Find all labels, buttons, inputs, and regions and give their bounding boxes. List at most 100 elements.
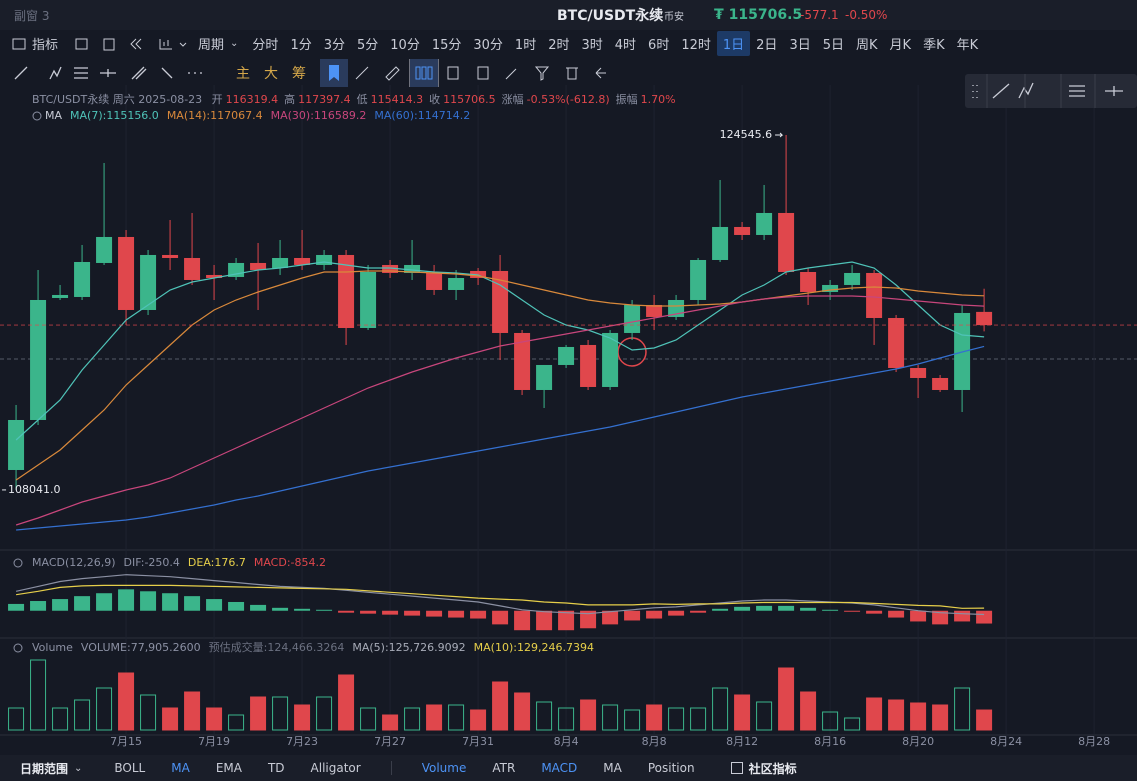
volume-bar	[910, 702, 927, 731]
interval[interactable]: 年K	[956, 38, 979, 53]
interval[interactable]: 4时	[614, 38, 637, 53]
x-tick-label: 7月27	[374, 735, 406, 748]
indicator[interactable]: EMA	[215, 761, 242, 775]
interval[interactable]: 1分	[290, 38, 312, 53]
sub-indicators: Volume ATR MACD MA Position	[416, 758, 701, 778]
info-label: 低	[356, 93, 368, 106]
candle-body	[294, 257, 311, 265]
macd-bar	[118, 589, 135, 611]
indicator[interactable]: Alligator	[310, 761, 361, 775]
interval[interactable]: 3时	[581, 38, 603, 53]
macd-line	[16, 584, 985, 609]
info-date: 2025-08-23	[138, 93, 203, 106]
x-tick-label: 8月4	[554, 735, 579, 748]
indicator[interactable]: MACD	[541, 761, 578, 775]
macd-bar	[536, 610, 553, 631]
x-tick-label: 8月24	[990, 735, 1022, 748]
price: ₮ 115706.5	[714, 7, 803, 23]
macd-bar	[976, 610, 993, 624]
candle-body	[756, 212, 773, 235]
macd-bar	[96, 593, 113, 611]
draw-tool[interactable]: 主	[236, 65, 250, 82]
volume-bar	[954, 687, 971, 731]
info-value: -0.53%(-612.8)	[526, 93, 610, 106]
settings-icon	[13, 558, 23, 568]
interval[interactable]: 6时	[648, 38, 670, 53]
ma-line	[15, 270, 985, 481]
caret: ⌄	[74, 762, 83, 774]
interval[interactable]: 季K	[923, 38, 945, 53]
macd-bar	[888, 610, 905, 618]
interval[interactable]: 3分	[323, 38, 345, 53]
candle-body	[778, 212, 795, 272]
macd-bar	[294, 608, 311, 611]
period-button[interactable]: 周期	[198, 38, 225, 53]
macd-bar	[822, 609, 839, 611]
interval[interactable]: 10分	[390, 38, 420, 53]
indicator[interactable]: MA	[603, 761, 622, 775]
indicator[interactable]: BOLL	[114, 761, 146, 775]
change: -577.1	[800, 8, 839, 22]
footer: 日期范围 ⌄ BOLL MA EMA TD Alligator Volume ATR MAC…	[0, 755, 1137, 781]
interval[interactable]: 1时	[514, 38, 537, 53]
info-label: 涨幅	[501, 93, 524, 106]
volume-bar	[778, 667, 795, 731]
indicator[interactable]: ATR	[492, 761, 516, 775]
info-value: 115706.5	[443, 93, 496, 106]
indicator-button[interactable]: 指标	[32, 38, 59, 53]
macd-bar	[910, 610, 927, 622]
legend-item: MA(5):125,726.9092	[352, 641, 465, 654]
draw-tools: 主大筹	[236, 63, 306, 83]
marker-circle	[617, 337, 647, 367]
interval[interactable]: 2时	[548, 38, 570, 53]
interval[interactable]: 周K	[856, 38, 878, 53]
macd-bar	[316, 609, 333, 611]
info-items: 开 116319.4 高 117397.4 低 115414.3 收 115706.5 涨幅 -0…	[212, 93, 682, 106]
volume-bar	[536, 701, 553, 731]
separator	[390, 761, 392, 775]
volume-bar	[426, 704, 443, 731]
community[interactable]: 社区指标	[748, 761, 797, 776]
candle-body	[118, 236, 135, 310]
candle-body	[74, 261, 91, 297]
info-value: 117397.4	[298, 93, 351, 106]
macd-bar	[250, 604, 267, 611]
volume-bar	[52, 707, 69, 731]
interval[interactable]: 月K	[889, 38, 912, 53]
interval[interactable]: 3日	[789, 38, 811, 53]
indicator[interactable]: Volume	[421, 761, 467, 775]
candle-body	[866, 272, 883, 318]
candle-body	[624, 304, 641, 333]
macd-bar	[360, 610, 377, 614]
volume-bar	[316, 696, 333, 731]
info-value: 1.70%	[640, 93, 676, 106]
interval[interactable]: 12时	[681, 38, 711, 53]
interval[interactable]: 分时	[252, 38, 279, 53]
interval[interactable]: 2日	[756, 38, 778, 53]
interval[interactable]: 5日	[822, 38, 844, 53]
interval[interactable]: 30分	[473, 38, 503, 53]
legend-item: MA	[45, 109, 62, 122]
macd-bar	[448, 610, 465, 618]
indicator[interactable]: MA	[171, 761, 190, 775]
volume-bar	[162, 707, 179, 731]
draw-tool[interactable]: 大	[264, 65, 278, 82]
indicator[interactable]: TD	[267, 761, 285, 775]
tool-icons	[75, 38, 187, 50]
macd-bar	[140, 591, 157, 611]
interval[interactable]: 5分	[357, 38, 379, 53]
date-range[interactable]: 日期范围	[20, 761, 69, 776]
icon	[12, 38, 26, 49]
interval[interactable]: 15分	[431, 38, 462, 53]
candle-body	[800, 271, 817, 292]
draw-tool[interactable]: 筹	[292, 65, 306, 82]
macd-bar	[800, 607, 817, 611]
indicator[interactable]: Position	[647, 761, 695, 775]
candle-body	[404, 264, 421, 273]
exchange: 币安	[664, 11, 684, 23]
candle-body	[646, 304, 663, 317]
candle-body	[8, 419, 25, 470]
interval[interactable]: 1日	[716, 31, 751, 56]
candle-body	[580, 344, 597, 387]
candle-body	[910, 367, 927, 378]
